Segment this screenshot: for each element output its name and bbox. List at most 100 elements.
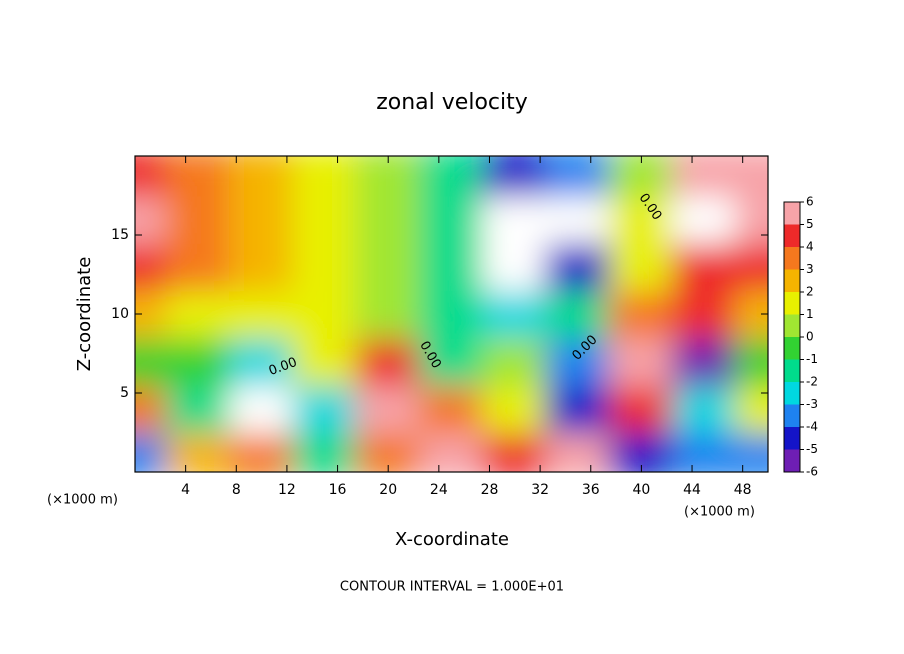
x-axis-label: X-coordinate xyxy=(395,529,509,550)
field-cell xyxy=(545,241,611,292)
colorbar-label: -3 xyxy=(806,397,818,411)
colorbar-label: 6 xyxy=(806,195,814,209)
x-tick-label: 44 xyxy=(683,482,701,498)
y-unit: (×1000 m) xyxy=(47,493,118,508)
field-cell xyxy=(165,336,231,387)
chart-title: zonal velocity xyxy=(376,90,528,115)
field-cell xyxy=(355,336,421,387)
field-cell xyxy=(545,194,611,244)
colorbar-band xyxy=(784,269,800,292)
field-cell xyxy=(608,384,675,434)
field-cell xyxy=(482,289,548,339)
y-tick-label: 15 xyxy=(111,227,129,243)
field-cell xyxy=(228,194,295,244)
field-cell xyxy=(482,241,548,292)
x-tick-label: 40 xyxy=(632,482,650,498)
field-cell xyxy=(672,194,738,244)
colorbar-label: -5 xyxy=(806,442,818,456)
field-cell xyxy=(608,336,675,387)
field-cell xyxy=(228,336,295,387)
field-cell xyxy=(418,384,485,434)
field xyxy=(135,156,768,472)
field-cell xyxy=(608,241,675,292)
field-cell xyxy=(672,384,738,434)
field-cell xyxy=(735,156,768,197)
field-cell xyxy=(355,194,421,244)
field-cell xyxy=(228,241,295,292)
colorbar-band xyxy=(784,382,800,405)
colorbar-band xyxy=(784,427,800,450)
field-cell xyxy=(418,289,485,339)
field-cell xyxy=(672,156,738,197)
colorbar-label: 3 xyxy=(806,262,814,276)
field-cell xyxy=(135,156,168,197)
x-tick-label: 20 xyxy=(379,482,397,498)
field-cell xyxy=(418,156,485,197)
colorbar-label: 0 xyxy=(806,330,814,344)
y-axis-label: Z-coordinate xyxy=(74,257,95,372)
colorbar-label: -6 xyxy=(806,465,818,479)
field-cell xyxy=(292,384,358,434)
field-cell xyxy=(165,241,231,292)
field-cell xyxy=(355,241,421,292)
colorbar-label: 2 xyxy=(806,285,814,299)
field-cell xyxy=(735,194,768,244)
colorbar-band xyxy=(784,449,800,472)
field-cell xyxy=(165,431,231,472)
field-cell xyxy=(608,289,675,339)
colorbar-label: -2 xyxy=(806,375,818,389)
field-cell xyxy=(165,289,231,339)
field-cell xyxy=(735,336,768,387)
field-cell xyxy=(355,289,421,339)
field-cell xyxy=(292,156,358,197)
field-cell xyxy=(135,431,168,472)
field-cell xyxy=(735,384,768,434)
field-cell xyxy=(545,336,611,387)
field-cell xyxy=(135,241,168,292)
field-cell xyxy=(165,194,231,244)
field-cell xyxy=(228,431,295,472)
colorbar-band xyxy=(784,314,800,337)
x-tick-label: 24 xyxy=(430,482,448,498)
y-tick-label: 5 xyxy=(120,385,129,401)
x-tick-label: 48 xyxy=(734,482,752,498)
field-cell xyxy=(482,384,548,434)
field-cell xyxy=(545,156,611,197)
colorbar-label: 1 xyxy=(806,307,814,321)
colorbar-band xyxy=(784,292,800,315)
x-tick-label: 16 xyxy=(329,482,347,498)
colorbar-band xyxy=(784,247,800,270)
field-cell xyxy=(672,241,738,292)
field-cell xyxy=(545,289,611,339)
x-unit: (×1000 m) xyxy=(684,505,755,520)
footer: CONTOUR INTERVAL = 1.000E+01 xyxy=(340,580,564,595)
colorbar-band xyxy=(784,404,800,427)
field-cell xyxy=(165,156,231,197)
field-cell xyxy=(482,431,548,472)
field-cell xyxy=(672,431,738,472)
field-cell xyxy=(135,194,168,244)
x-tick-label: 28 xyxy=(481,482,499,498)
field-cell xyxy=(292,241,358,292)
field-cell xyxy=(482,336,548,387)
field-cells xyxy=(135,156,768,472)
colorbar-band xyxy=(784,224,800,247)
colorbar-label: -4 xyxy=(806,420,818,434)
colorbar-band xyxy=(784,359,800,382)
field-cell xyxy=(672,289,738,339)
colorbar-band xyxy=(784,337,800,360)
field-cell xyxy=(735,241,768,292)
field-cell xyxy=(418,336,485,387)
field-cell xyxy=(292,194,358,244)
x-tick-label: 8 xyxy=(232,482,241,498)
field-cell xyxy=(482,156,548,197)
field-cell xyxy=(418,194,485,244)
field-cell xyxy=(418,431,485,472)
x-tick-label: 32 xyxy=(531,482,549,498)
field-cell xyxy=(165,384,231,434)
field-cell xyxy=(228,156,295,197)
field-cell xyxy=(292,336,358,387)
field-cell xyxy=(482,194,548,244)
field-cell xyxy=(292,431,358,472)
